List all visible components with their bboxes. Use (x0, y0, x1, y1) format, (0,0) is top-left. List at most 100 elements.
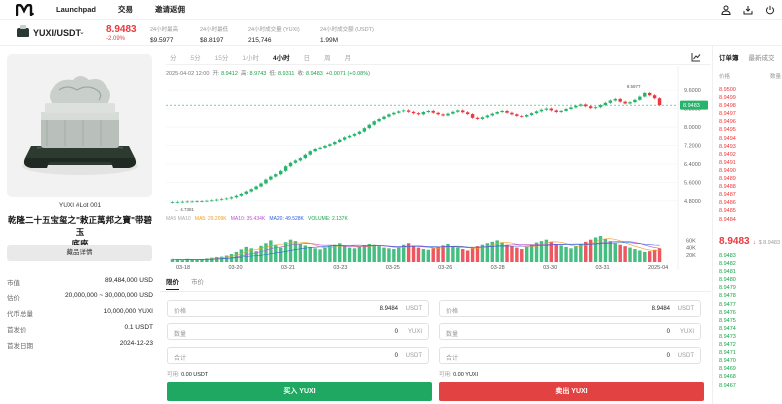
ask-row[interactable]: 8.9497 (719, 111, 736, 118)
ask-row[interactable]: 8.9486 (719, 200, 736, 207)
candle-body (269, 176, 273, 180)
info-row: 代币总量 10,000,000 YUXI (7, 308, 153, 318)
bid-row[interactable]: 8.9472 (719, 342, 736, 349)
candle-body (470, 114, 475, 118)
ask-row[interactable]: 8.9491 (719, 159, 736, 166)
price-chart[interactable]: 4.80005.60006.40007.20008.00008.80009.60… (160, 66, 712, 276)
bid-row[interactable]: 8.9471 (719, 350, 736, 357)
buy-button[interactable]: 买入 YUXI (167, 382, 432, 401)
ask-row[interactable]: 8.9484 (719, 216, 736, 223)
ticker-bar: YUXI/USDT ⌄ 8.9483 -2.09% 24小时最高 $9.5977… (0, 20, 782, 46)
candle-body (185, 201, 189, 203)
info-key: 市值 (7, 280, 20, 287)
bid-row[interactable]: 8.9480 (719, 277, 736, 284)
tab-market[interactable]: 市价 (191, 279, 204, 286)
sell-price-input[interactable]: 价格 8.9484 USDT (439, 300, 701, 317)
divider (160, 291, 711, 292)
nav-launchpad[interactable]: Launchpad (56, 5, 97, 14)
chevron-down-icon[interactable]: ⌄ (79, 29, 85, 36)
bid-row[interactable]: 8.9470 (719, 358, 736, 365)
volume-bar (574, 246, 578, 262)
sell-button[interactable]: 卖出 YUXI (439, 382, 704, 401)
bid-row[interactable]: 8.9469 (719, 366, 736, 373)
bid-row[interactable]: 8.9482 (719, 261, 736, 268)
volume-bar (652, 249, 657, 262)
ask-row[interactable]: 8.9496 (719, 119, 736, 126)
candle-body (598, 105, 603, 108)
field-unit: YUXI (679, 329, 694, 335)
candle-body (495, 112, 499, 114)
candle-body (657, 98, 662, 106)
volume-bar (426, 249, 431, 262)
chart-type-icon[interactable] (691, 52, 701, 62)
bid-row[interactable]: 8.9468 (719, 374, 736, 381)
asset-detail-button[interactable]: 藏品详情 (7, 245, 152, 261)
volume-bar (170, 259, 175, 262)
field-value: 0 (666, 353, 670, 359)
orderbook-asks: 8.9500 8.9499 8.9498 8.9497 8.9496 8.9495 8.94… (719, 86, 781, 224)
download-icon[interactable] (742, 4, 754, 16)
ask-row[interactable]: 8.9500 (719, 87, 736, 93)
candle-body (490, 113, 494, 116)
tab-limit[interactable]: 限价 (166, 276, 179, 290)
avail-value: 0.00 USDT (181, 372, 209, 378)
ask-row[interactable]: 8.9489 (719, 176, 736, 183)
tab-orderbook[interactable]: 订单簿 (719, 55, 739, 62)
candle-body (643, 92, 647, 97)
logo-icon[interactable] (12, 0, 38, 20)
ask-row[interactable]: 8.9495 (719, 127, 736, 134)
tf-1d[interactable]: 日 (303, 54, 311, 62)
nav-referral[interactable]: 邀请返佣 (155, 5, 186, 14)
bid-row[interactable]: 8.9481 (719, 269, 736, 276)
buy-available: 可用: 0.00 USDT (167, 370, 208, 378)
ask-row[interactable]: 8.9499 (719, 95, 736, 102)
user-icon[interactable] (720, 4, 732, 16)
sell-qty-input[interactable]: 数量 0 YUXI (439, 323, 701, 340)
tf-1h[interactable]: 1小时 (242, 54, 259, 62)
bid-row[interactable]: 8.9473 (719, 333, 736, 340)
nav-trade[interactable]: 交易 (118, 5, 134, 14)
stat-volume: 24小时成交量 (YUXI) 215,746 (248, 25, 300, 44)
buy-price-input[interactable]: 价格 8.9484 USDT (167, 300, 429, 317)
volume-bar (495, 240, 499, 262)
sell-total-input[interactable]: 合计 0 USDT (439, 347, 701, 364)
bid-row[interactable]: 8.9479 (719, 285, 736, 292)
tf-5m[interactable]: 5分 (190, 54, 201, 62)
tf-15m[interactable]: 15分 (214, 54, 229, 62)
candle-body (308, 151, 312, 155)
bid-row[interactable]: 8.9477 (719, 301, 736, 308)
ask-row[interactable]: 8.9488 (719, 184, 736, 191)
ask-row[interactable]: 8.9494 (719, 135, 736, 142)
bid-row[interactable]: 8.9475 (719, 317, 736, 324)
tf-1w[interactable]: 周 (324, 54, 331, 62)
bid-row[interactable]: 8.9467 (719, 382, 736, 389)
current-price-label: 8.9483 (683, 103, 700, 109)
ask-row[interactable]: 8.9485 (719, 208, 736, 215)
candle-body (411, 111, 416, 114)
tab-recent-trades[interactable]: 最新成交 (748, 55, 775, 62)
power-icon[interactable] (764, 4, 776, 16)
bid-row[interactable]: 8.9474 (719, 325, 736, 332)
volume-bar (598, 236, 603, 262)
candle-body (505, 110, 509, 113)
ask-row[interactable]: 8.9490 (719, 167, 736, 174)
tf-1m[interactable]: 分 (170, 54, 177, 62)
nav-icons (720, 4, 776, 16)
ask-row[interactable]: 8.9492 (719, 151, 736, 158)
buy-total-input[interactable]: 合计 0 USDT (167, 347, 429, 364)
tf-4h[interactable]: 4小时 (272, 54, 290, 62)
bid-row[interactable]: 8.9483 (719, 253, 736, 259)
tf-1mo[interactable]: 月 (344, 54, 352, 62)
pair-selector[interactable]: YUXI/USDT (33, 28, 82, 38)
buy-qty-input[interactable]: 数量 0 YUXI (167, 323, 429, 340)
volume-bar (264, 243, 268, 262)
stat-value: 215,746 (248, 37, 272, 44)
max-price-label: 9.5977 (627, 84, 641, 89)
ask-row[interactable]: 8.9487 (719, 192, 736, 199)
bid-row[interactable]: 8.9476 (719, 309, 736, 316)
ask-row[interactable]: 8.9493 (719, 143, 736, 150)
bid-row[interactable]: 8.9478 (719, 293, 736, 300)
ask-row[interactable]: 8.9498 (719, 103, 736, 110)
asset-title-line: 乾隆二十五宝玺之"敕正萬邦之寶"带碧玉 (7, 215, 153, 237)
candle-body (293, 160, 298, 163)
